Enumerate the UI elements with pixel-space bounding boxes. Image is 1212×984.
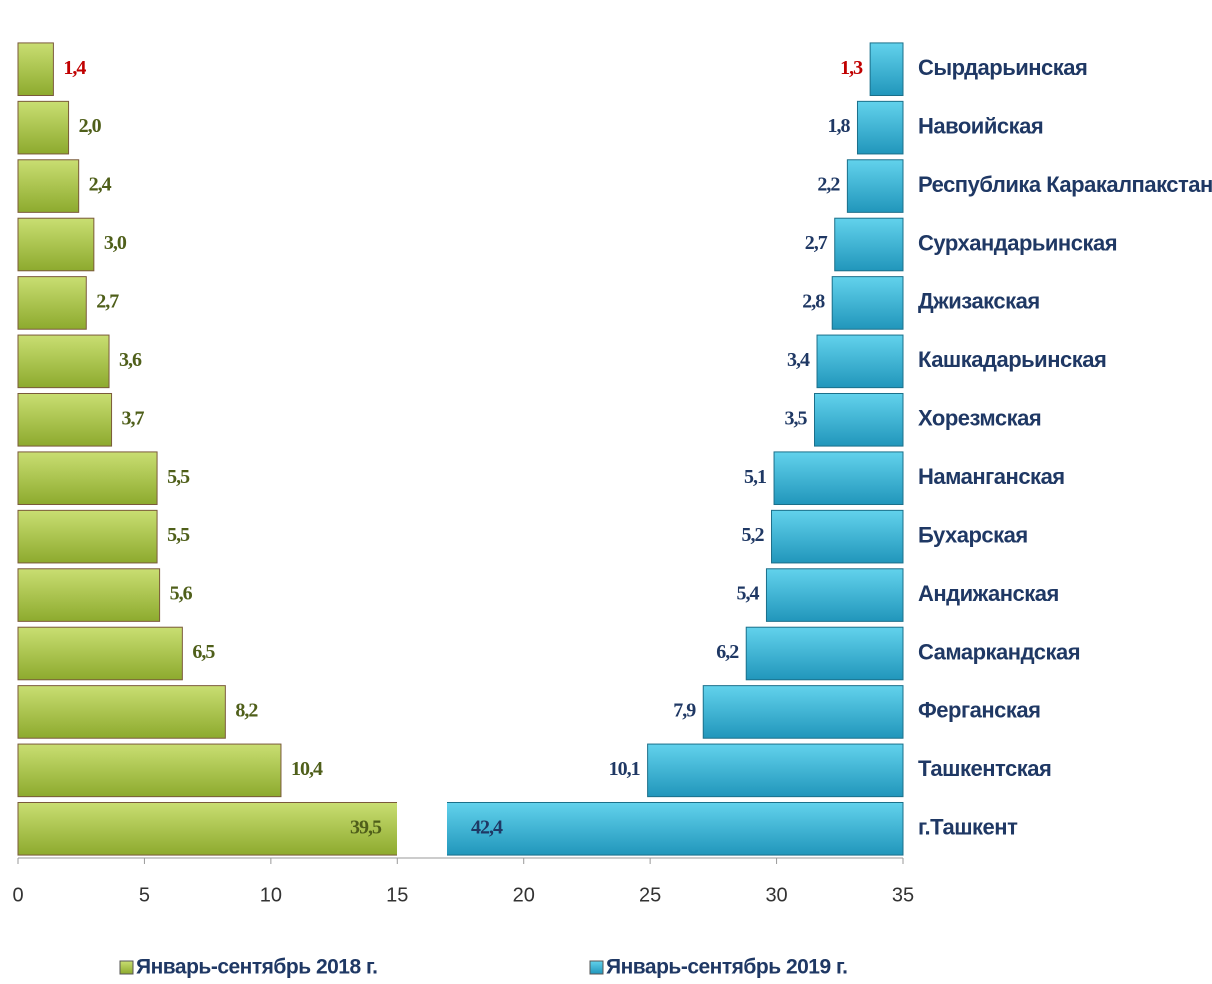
category-label: Ферганская [918, 698, 1040, 723]
value-label: 1,4 [63, 57, 86, 79]
bar [816, 334, 904, 389]
value-label: 42,4 [471, 816, 503, 838]
bar [17, 685, 226, 739]
category-label: Андижанская [918, 581, 1059, 606]
bar [17, 42, 54, 97]
bar [771, 509, 904, 564]
value-label: 3,6 [119, 349, 142, 371]
value-label: 5,2 [742, 524, 765, 546]
category-label: Джизакская [918, 289, 1040, 314]
bar [447, 801, 904, 856]
legend-label: Январь-сентябрь 2018 г. [136, 956, 377, 979]
value-label: 5,6 [170, 583, 193, 605]
x-tick-label: 15 [386, 884, 408, 906]
value-label: 10,1 [609, 758, 640, 780]
value-label: 39,5 [350, 816, 382, 838]
bar [17, 276, 87, 330]
value-label: 3,7 [122, 407, 145, 429]
bar [765, 568, 904, 622]
category-label: г.Ташкент [918, 815, 1018, 840]
bar [647, 743, 904, 798]
series-2019 [447, 42, 904, 856]
x-tick-label: 35 [892, 884, 914, 906]
category-label: Бухарская [918, 522, 1028, 547]
bar [17, 217, 95, 272]
bar [17, 392, 113, 447]
legend-swatch [119, 960, 134, 975]
value-label: 2,7 [96, 291, 119, 313]
bar [17, 801, 397, 856]
value-label: 10,4 [291, 758, 323, 780]
category-label: Самаркандская [918, 639, 1080, 664]
value-label: 2,0 [79, 115, 102, 137]
x-tick-label: 20 [513, 884, 535, 906]
bar [17, 568, 161, 622]
value-label: 7,9 [673, 700, 696, 722]
value-label: 1,8 [827, 115, 850, 137]
bar [834, 217, 904, 272]
x-tick-label: 0 [12, 884, 23, 906]
bar [846, 159, 904, 213]
value-label: 1,3 [840, 57, 863, 79]
value-label: 8,2 [235, 700, 258, 722]
value-label: 3,5 [785, 407, 808, 429]
category-label: Наманганская [918, 464, 1065, 489]
x-tick-label: 25 [639, 884, 661, 906]
bar [745, 626, 904, 681]
x-tick-label: 5 [139, 884, 150, 906]
bar [869, 42, 904, 97]
value-label: 2,2 [817, 174, 840, 196]
value-label: 6,5 [192, 641, 215, 663]
bar [702, 685, 904, 739]
value-label: 3,4 [787, 349, 810, 371]
category-label: Сурхандарьинская [918, 230, 1117, 255]
bar [17, 626, 183, 681]
x-tick-label: 10 [260, 884, 282, 906]
value-label: 2,7 [805, 232, 828, 254]
bar [17, 334, 110, 389]
category-label: Республика Каракалпакстан [918, 172, 1212, 197]
x-tick-label: 30 [765, 884, 787, 906]
category-label: Ташкентская [918, 756, 1051, 781]
series-2018 [17, 42, 397, 856]
bar [773, 451, 904, 506]
value-label: 3,0 [104, 232, 127, 254]
value-label: 2,8 [802, 291, 825, 313]
bar [17, 100, 70, 155]
bar [17, 159, 80, 213]
bar [856, 100, 904, 155]
legend-swatch [589, 960, 604, 975]
bar [17, 451, 158, 506]
bar [814, 392, 904, 447]
category-label: Хорезмская [918, 406, 1041, 431]
legend-label: Январь-сентябрь 2019 г. [606, 956, 847, 979]
bar [831, 276, 904, 330]
category-label: Сырдарьинская [918, 55, 1087, 80]
value-label: 5,4 [736, 583, 759, 605]
bar [17, 743, 282, 798]
value-label: 5,1 [744, 466, 766, 488]
category-label: Навоийская [918, 113, 1043, 138]
value-label: 5,5 [167, 466, 190, 488]
bar [17, 509, 158, 564]
category-label: Кашкадарьинская [918, 347, 1106, 372]
value-label: 5,5 [167, 524, 190, 546]
value-label: 6,2 [716, 641, 739, 663]
value-label: 2,4 [89, 174, 112, 196]
